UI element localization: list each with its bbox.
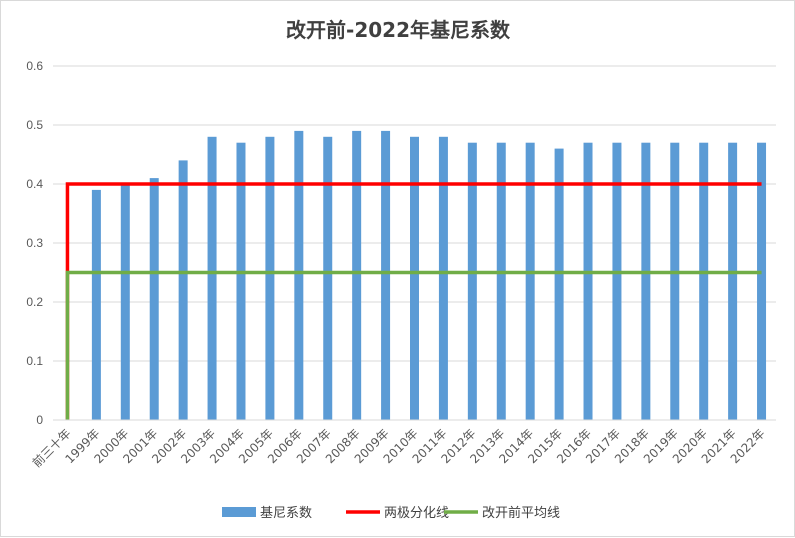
- bar: [323, 136, 333, 421]
- bar: [641, 142, 651, 420]
- legend: 基尼系数 两极分化线 改开前平均线: [222, 505, 560, 521]
- bar: [583, 142, 593, 420]
- series-line: [65, 270, 762, 420]
- bar: [207, 136, 217, 421]
- x-tick-label: 前三十年: [29, 426, 74, 471]
- bars: [91, 130, 767, 421]
- bar: [467, 142, 477, 420]
- bar: [699, 142, 709, 420]
- series-lines: [65, 182, 762, 420]
- bar: [670, 142, 680, 420]
- legend-label: 基尼系数: [260, 506, 312, 521]
- legend-label: 两极分化线: [384, 506, 449, 521]
- bar: [410, 136, 419, 421]
- bar: [149, 178, 159, 420]
- bar: [438, 136, 448, 421]
- y-tick-label: 0.6: [26, 59, 43, 73]
- x-axis: 前三十年1999年2000年2001年2002年2003年2004年2005年2…: [29, 419, 776, 471]
- bar: [525, 142, 535, 420]
- bar: [612, 142, 622, 420]
- y-axis: 0 0.1 0.2 0.3 0.4 0.5 0.6: [26, 59, 43, 427]
- series-line: [65, 182, 762, 420]
- bar: [265, 136, 275, 421]
- bar: [120, 184, 130, 420]
- y-tick-label: 0.1: [26, 354, 43, 368]
- y-tick-label: 0.5: [26, 118, 43, 132]
- y-tick-label: 0: [36, 413, 43, 427]
- bar: [757, 142, 767, 420]
- bar: [381, 130, 391, 420]
- y-tick-label: 0.2: [26, 295, 43, 309]
- legend-swatch: [222, 507, 256, 517]
- bar: [236, 142, 246, 420]
- bar: [728, 142, 738, 420]
- y-tick-label: 0.3: [26, 236, 43, 250]
- bar: [91, 189, 101, 420]
- bar: [496, 142, 506, 420]
- bar: [554, 148, 564, 420]
- chart-title: 改开前-2022年基尼系数: [286, 18, 511, 42]
- bar: [294, 130, 304, 420]
- y-tick-label: 0.4: [26, 177, 43, 191]
- legend-label: 改开前平均线: [482, 505, 560, 521]
- bar: [178, 160, 188, 420]
- bar: [352, 130, 362, 420]
